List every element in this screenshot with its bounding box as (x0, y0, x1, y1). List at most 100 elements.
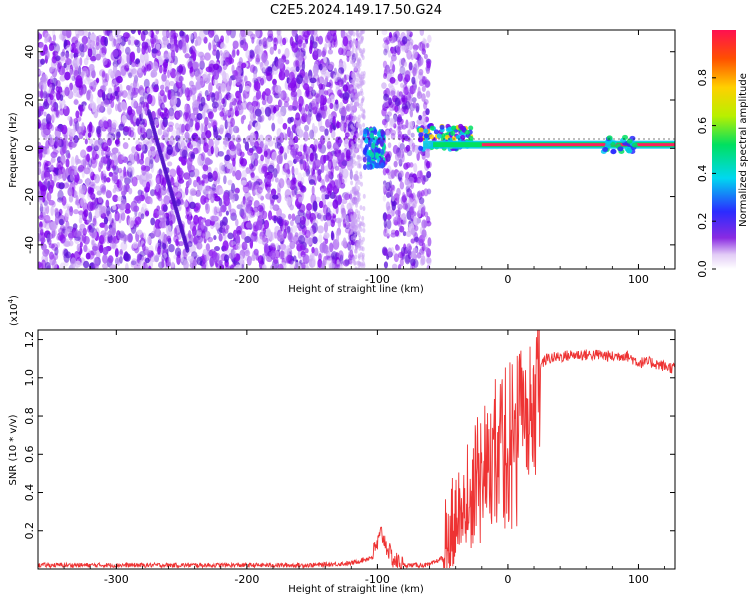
spectrogram-cell (181, 149, 188, 159)
spectrogram-cell (343, 74, 347, 83)
spectrogram-cell (44, 249, 50, 256)
spectrogram-cell (345, 149, 351, 160)
spectrogram-cell (356, 154, 360, 160)
spectrogram-cell (103, 99, 110, 107)
spectrogram-cell (383, 93, 388, 100)
spectrogram-cell (170, 213, 176, 224)
spectrogram-cell (261, 99, 267, 106)
spectrogram-cell (199, 60, 205, 70)
spectrogram-cell (226, 149, 231, 157)
spectrogram-cell (136, 105, 143, 115)
spectrogram-cell (173, 35, 178, 47)
spectrogram-cell (318, 76, 325, 85)
spectrogram-cell (202, 248, 208, 255)
spectrogram-cell (57, 169, 62, 177)
spectrogram-cell (132, 87, 140, 95)
spectrogram-cell (58, 208, 63, 216)
spectrogram-cell (165, 224, 172, 235)
spectrogram-cell (459, 125, 465, 131)
spectrogram-cell (165, 79, 170, 91)
spectrogram-cell (401, 94, 406, 103)
spectrogram-cell (451, 125, 457, 131)
spectrogram-cell (203, 36, 208, 44)
spectrogram-cell (404, 254, 411, 265)
spectrogram-cell (47, 78, 53, 86)
spectrogram-cell (210, 193, 215, 204)
spectrogram-cell (385, 228, 390, 237)
spectrogram-cell (328, 113, 333, 123)
spectrogram-cell (231, 64, 235, 73)
spectrogram-y-axis-label: Frequency (Hz) (8, 112, 19, 188)
spectrogram-cell (65, 158, 70, 168)
spectrogram-cell (239, 208, 245, 218)
spectrogram-cell (242, 31, 248, 38)
spectrogram-cell (298, 95, 304, 107)
spectrogram-cell (361, 246, 365, 252)
spectrogram-cell (350, 173, 354, 179)
spectrogram-cell (426, 257, 432, 266)
spectrogram-cell (411, 76, 416, 85)
spectrogram-cell (137, 67, 144, 78)
spectrogram-cell (139, 52, 145, 63)
spectrogram-cell (198, 94, 202, 100)
spectrogram-cell (231, 195, 236, 203)
spectrogram-cell (236, 49, 240, 56)
spectrogram-cell (301, 30, 305, 37)
spectrogram-cell (144, 210, 150, 217)
spectrogram-cell (208, 42, 212, 51)
spectrogram-cell (121, 90, 128, 98)
spectrogram-cell (180, 252, 184, 263)
spectrogram-cell (49, 66, 54, 73)
spectrogram-cell (336, 259, 340, 265)
spectrogram-cell (622, 134, 629, 140)
spectrogram-cell (418, 127, 424, 133)
spectrogram-cell (38, 69, 42, 75)
spectrogram-cell (110, 99, 115, 109)
spectrogram-cell (176, 127, 181, 137)
spectrogram-cell (81, 35, 88, 45)
spectrogram-cell (383, 261, 389, 269)
spectrogram-cell (296, 125, 302, 136)
spectrogram-cell (189, 80, 194, 87)
spectrogram-cell (309, 30, 315, 36)
spectrogram-cell (154, 228, 162, 238)
spectrogram-cell (344, 132, 350, 138)
spectrogram-cell (407, 129, 411, 136)
chart-title: C2E5.2024.149.17.50.G24 (270, 3, 442, 18)
spectrogram-cell (284, 162, 288, 170)
spectrogram-cell (192, 93, 196, 102)
spectrogram-cell (107, 107, 113, 115)
spectrogram-cell (53, 141, 59, 149)
spectrogram-cell (46, 192, 52, 202)
spectrogram-cell (390, 132, 396, 140)
spectrogram-cell (81, 233, 87, 244)
spectrogram-cell (327, 161, 332, 169)
colorbar-tick-label: 0.4 (696, 165, 709, 183)
spectrogram-cell (130, 99, 138, 108)
spectrogram-cell (338, 47, 344, 56)
spectrogram-cell (399, 258, 404, 267)
spectrogram-cell (111, 147, 119, 154)
spectrogram-cell (317, 225, 324, 234)
spectrogram-cell (329, 124, 333, 134)
spectrogram-cell (423, 101, 428, 110)
spectrogram-cell (289, 130, 294, 140)
spectrogram-cell (134, 39, 141, 48)
spectrogram-cell (309, 39, 313, 51)
spectrogram-cell (39, 211, 44, 219)
spectrogram-cell (241, 169, 247, 179)
spectrogram-cell (95, 35, 100, 47)
spectrogram-cell (114, 257, 119, 265)
spectrogram-cell (346, 114, 351, 121)
spectrogram-cell (341, 208, 347, 219)
spectrogram-cell (351, 70, 355, 76)
spectrogram-cell (392, 36, 397, 43)
spectrogram-cell (162, 252, 168, 259)
spectrogram-cell (157, 107, 162, 116)
spectrogram-cell (141, 203, 147, 211)
spectrogram-cell (339, 254, 344, 265)
spectrogram-cell (60, 51, 65, 57)
spectrogram-cell (106, 205, 111, 217)
spectrogram-cell (87, 132, 92, 138)
spectrogram-cell (146, 63, 152, 72)
